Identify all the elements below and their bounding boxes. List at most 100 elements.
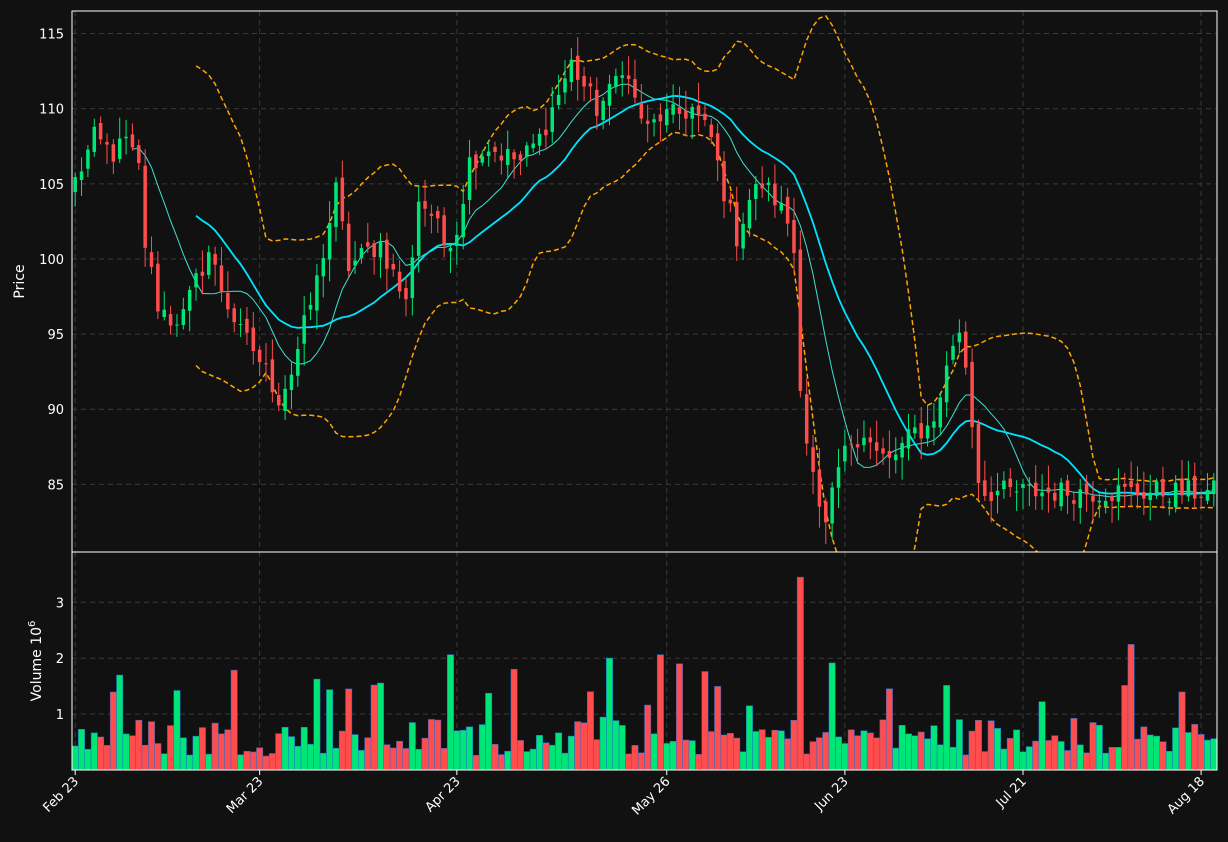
candle-body: [283, 388, 287, 411]
volume-bar: [472, 755, 480, 770]
candle-body: [410, 257, 415, 299]
candle-body: [105, 141, 109, 145]
volume-bar: [682, 739, 690, 770]
candle-body: [378, 241, 383, 258]
volume-bar: [765, 737, 772, 770]
volume-bar: [930, 725, 938, 770]
volume-bar: [955, 719, 963, 770]
candle-body: [79, 171, 84, 181]
candle-body: [665, 109, 669, 126]
candle-body: [963, 331, 968, 368]
candle-body: [906, 429, 911, 449]
price-frame: [71, 10, 1218, 553]
candle-body: [989, 491, 993, 502]
candle-body: [671, 104, 675, 115]
candle-body: [779, 202, 784, 211]
volume-bar: [192, 735, 200, 770]
candle-body: [251, 327, 256, 352]
volume-bar: [1134, 738, 1141, 770]
volume-bar: [517, 740, 524, 770]
candle-body: [1014, 491, 1019, 493]
candle-body: [983, 480, 987, 496]
candle-body: [321, 258, 326, 277]
candle-body: [1212, 480, 1216, 495]
volume-bar: [313, 678, 321, 770]
candle-body: [677, 107, 682, 114]
candle-body: [843, 445, 847, 462]
volume-bar: [822, 732, 830, 770]
candle-body: [569, 59, 574, 82]
candle-body: [537, 133, 542, 146]
candle-body: [219, 265, 224, 293]
volume-bar: [917, 731, 925, 770]
candle-body: [429, 213, 434, 216]
candle-body: [874, 442, 879, 451]
x-tick-label: Jul 21: [993, 774, 1030, 811]
volume-axis-label-exponent: 6: [27, 621, 38, 627]
price-tick-label: 110: [39, 103, 64, 118]
volume-bar: [644, 704, 652, 770]
price-axis-label: Price: [12, 264, 28, 298]
volume-bar: [453, 730, 461, 770]
volume-bar: [746, 705, 753, 770]
volume-bar: [911, 735, 919, 770]
volume-bar: [1102, 752, 1110, 770]
volume-bar: [1076, 744, 1084, 770]
volume-bar: [580, 722, 588, 770]
volume-bar: [949, 746, 957, 770]
candle-body: [747, 199, 752, 229]
volume-bar: [103, 745, 111, 770]
volume-bar: [1089, 722, 1097, 770]
candle-body: [200, 271, 205, 276]
candle-body: [1091, 495, 1095, 502]
volume-bar: [129, 735, 136, 770]
volume-frame: [71, 551, 1218, 771]
candle-body: [308, 304, 313, 310]
volume-bar: [97, 736, 105, 770]
volume-bar: [478, 724, 486, 770]
volume-bar: [707, 731, 715, 770]
volume-bar: [936, 744, 944, 770]
volume-bar: [288, 736, 295, 770]
candle-body: [372, 243, 376, 258]
candle-body: [346, 223, 351, 272]
x-tick-label: Aug 18: [1165, 774, 1208, 817]
candle-body: [512, 152, 516, 160]
candle-body: [734, 201, 739, 247]
volume-bar: [408, 722, 416, 770]
candle-body: [467, 157, 472, 201]
volume-bar: [262, 755, 270, 770]
volume-bar: [1108, 747, 1116, 770]
volume-bar: [656, 654, 664, 770]
candle-body: [1180, 478, 1184, 496]
volume-bar: [396, 740, 404, 770]
price-tick-label: 85: [47, 478, 64, 493]
candle-body: [117, 138, 122, 159]
candle-body: [1135, 483, 1140, 496]
candle-body: [887, 450, 892, 458]
candle-body: [995, 490, 1000, 496]
volume-bar: [561, 752, 569, 770]
candle-body: [785, 196, 790, 224]
candle-body: [582, 75, 586, 87]
candle-body: [1078, 489, 1082, 508]
volume-bar: [275, 733, 283, 770]
candle-body: [1161, 478, 1165, 497]
candle-body: [1059, 482, 1063, 507]
volume-bar: [574, 721, 582, 770]
candle-body: [461, 203, 465, 238]
volume-bar: [994, 728, 1001, 770]
volume-bar: [1172, 727, 1180, 770]
candle-body: [296, 349, 300, 376]
volume-bar: [504, 750, 512, 770]
candle-body: [614, 75, 618, 87]
price-panel: [72, 11, 1217, 552]
volume-bar: [625, 753, 633, 770]
volume-bar: [358, 750, 365, 770]
volume-bar: [218, 733, 225, 770]
volume-bar: [434, 719, 442, 770]
volume-bar: [777, 730, 785, 770]
volume-bar: [650, 733, 658, 770]
candle-body: [588, 83, 593, 87]
